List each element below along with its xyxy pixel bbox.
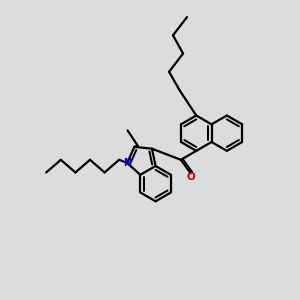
Text: O: O	[186, 172, 195, 182]
Text: N: N	[123, 158, 131, 168]
